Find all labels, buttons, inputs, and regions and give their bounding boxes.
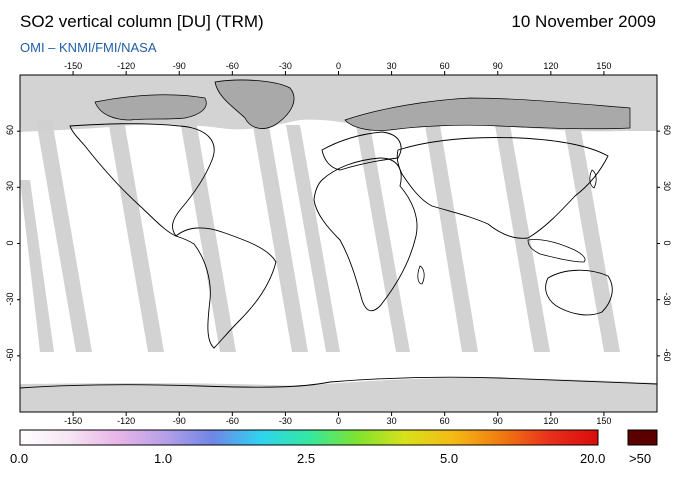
north-america [69,123,215,238]
latitude-label: -30 [5,292,15,306]
colorbar-label-0: 0.0 [10,451,29,466]
antarctica-coast [20,376,657,389]
longitude-label: 0 [335,61,341,71]
longitude-label: 30 [386,61,397,71]
asia [396,137,609,239]
colorbar-label-1: 1.0 [154,451,173,466]
indonesia [527,239,586,263]
arctic-canada [94,94,207,121]
latitude-ticks [17,130,660,357]
colorbar-label-3: 5.0 [440,451,459,466]
map-background [20,75,657,412]
north-eurasia [344,97,631,131]
north-polar-no-data [20,75,657,132]
longitude-label: 150 [596,416,612,426]
latitude-label: 0 [5,240,15,246]
longitude-label: -60 [225,61,239,71]
latitude-label: 0 [662,239,672,245]
longitude-label: -90 [172,61,186,71]
greenland [214,79,295,129]
colorbar-label-4: 20.0 [580,451,606,466]
longitude-label: 0 [335,416,341,426]
map-title: SO2 vertical column [DU] (TRM) [20,12,264,31]
latitude-label: -60 [662,348,672,362]
longitude-ticks-top [72,71,605,75]
longitude-label: -90 [172,416,186,426]
colorbar-overflow-label: >50 [629,451,652,466]
longitude-label: -120 [117,416,136,426]
madagascar [417,265,425,285]
australia [545,269,613,316]
longitude-label: -30 [278,416,292,426]
latitude-label: 60 [5,125,15,136]
longitude-label: 90 [492,416,503,426]
japan [589,169,597,189]
longitude-label: -150 [64,61,83,71]
longitude-label: 60 [439,61,450,71]
europe [321,131,402,171]
latitude-label: -60 [5,348,15,362]
map-border [19,74,658,413]
longitude-label: -120 [117,61,136,71]
longitude-label: 120 [543,61,559,71]
longitude-label: -30 [278,61,292,71]
colorbar [19,429,599,446]
orbit-gap-swaths [20,120,620,352]
data-credit: OMI – KNMI/FMI/NASA [20,40,157,55]
south-america [175,227,277,349]
longitude-label: 120 [543,416,559,426]
longitude-label: 60 [439,416,450,426]
latitude-label: 30 [662,181,672,192]
latitude-label: -30 [662,292,672,306]
latitude-label: 30 [5,181,15,192]
longitude-label: -150 [64,416,83,426]
colorbar-overflow-swatch [627,429,658,446]
longitude-label: 30 [386,416,397,426]
south-polar-no-data [20,378,657,412]
latitude-label: 60 [662,125,672,136]
longitude-label: 150 [596,61,612,71]
longitude-label: -60 [225,416,239,426]
colorbar-label-2: 2.5 [297,451,316,466]
africa [313,157,418,312]
map-date: 10 November 2009 [511,12,656,31]
longitude-label: 90 [492,61,503,71]
